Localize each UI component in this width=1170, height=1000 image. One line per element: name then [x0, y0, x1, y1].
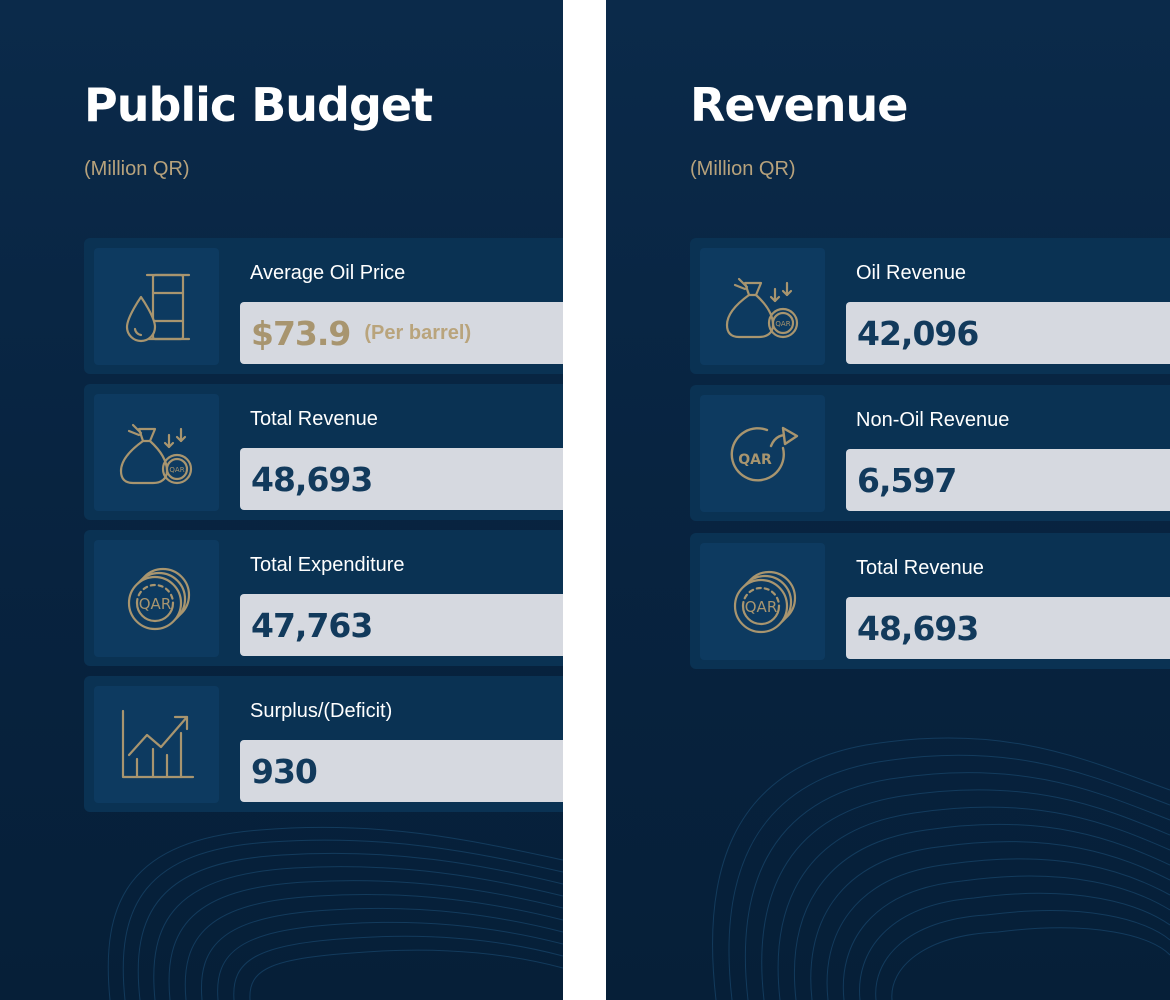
icon-box: QAR: [94, 394, 219, 511]
card-total-expenditure: QAR Total Expenditure 47,763: [84, 530, 563, 666]
card-value: 6,597: [857, 460, 957, 500]
money-bag-coin-icon: QAR: [119, 423, 192, 484]
card-unit: (Per barrel): [364, 321, 472, 344]
revenue-panel: Revenue (Million QR) QAR Oil Revenue 42,…: [606, 0, 1170, 1000]
coin-stack-icon: QAR: [733, 570, 796, 633]
card-value: 48,693: [251, 459, 373, 499]
value-box: $73.9 (Per barrel): [240, 302, 563, 364]
icon-box: QAR: [700, 395, 825, 512]
card-label: Oil Revenue: [856, 262, 967, 284]
unit-subtitle: (Million QR): [84, 158, 190, 180]
svg-text:QAR: QAR: [138, 595, 171, 613]
icon-box: QAR: [700, 248, 825, 365]
bar-chart-growth-icon: [121, 709, 194, 778]
money-bag-coin-icon: QAR: [725, 277, 798, 338]
icon-box: [94, 248, 219, 365]
card-surplus-deficit: Surplus/(Deficit) 930: [84, 676, 563, 812]
value-box: 47,763: [240, 594, 563, 656]
public-budget-panel: Public Budget (Million QR) Average Oil P…: [0, 0, 563, 1000]
card-label: Total Revenue: [250, 408, 378, 430]
svg-text:QAR: QAR: [738, 452, 772, 468]
icon-box: QAR: [94, 540, 219, 657]
card-total-revenue: QAR Total Revenue 48,693: [690, 533, 1170, 669]
svg-text:QAR: QAR: [744, 598, 777, 616]
card-value: 48,693: [857, 608, 979, 648]
value-box: 48,693: [240, 448, 563, 510]
unit-subtitle: (Million QR): [690, 158, 796, 180]
wave-background: [107, 826, 563, 1000]
card-value: $73.9: [251, 313, 351, 353]
value-box: 930: [240, 740, 563, 802]
icon-box: [94, 686, 219, 803]
card-label: Total Expenditure: [250, 554, 405, 576]
icon-box: QAR: [700, 543, 825, 660]
value-box: 48,693: [846, 597, 1170, 659]
card-value: 930: [251, 751, 318, 791]
coin-arrow-up-icon: QAR: [730, 426, 798, 481]
svg-text:QAR: QAR: [775, 320, 790, 328]
card-value: 42,096: [857, 313, 979, 353]
wave-background: [712, 737, 1170, 1000]
card-label: Total Revenue: [856, 557, 984, 579]
page-title: Public Budget: [84, 78, 433, 132]
card-average-oil-price: Average Oil Price $73.9 (Per barrel): [84, 238, 563, 374]
card-total-revenue: QAR Total Revenue 48,693: [84, 384, 563, 520]
card-oil-revenue: QAR Oil Revenue 42,096: [690, 238, 1170, 374]
value-box: 42,096: [846, 302, 1170, 364]
card-label: Average Oil Price: [250, 262, 406, 284]
card-value: 47,763: [251, 605, 373, 645]
oil-barrel-drop-icon: [125, 273, 190, 342]
card-label: Surplus/(Deficit): [250, 700, 393, 722]
svg-text:QAR: QAR: [169, 466, 184, 474]
value-box: 6,597: [846, 449, 1170, 511]
card-label: Non-Oil Revenue: [856, 409, 1010, 431]
coin-stack-icon: QAR: [127, 567, 190, 630]
card-non-oil-revenue: QAR Non-Oil Revenue 6,597: [690, 385, 1170, 521]
page-title: Revenue: [690, 78, 908, 132]
